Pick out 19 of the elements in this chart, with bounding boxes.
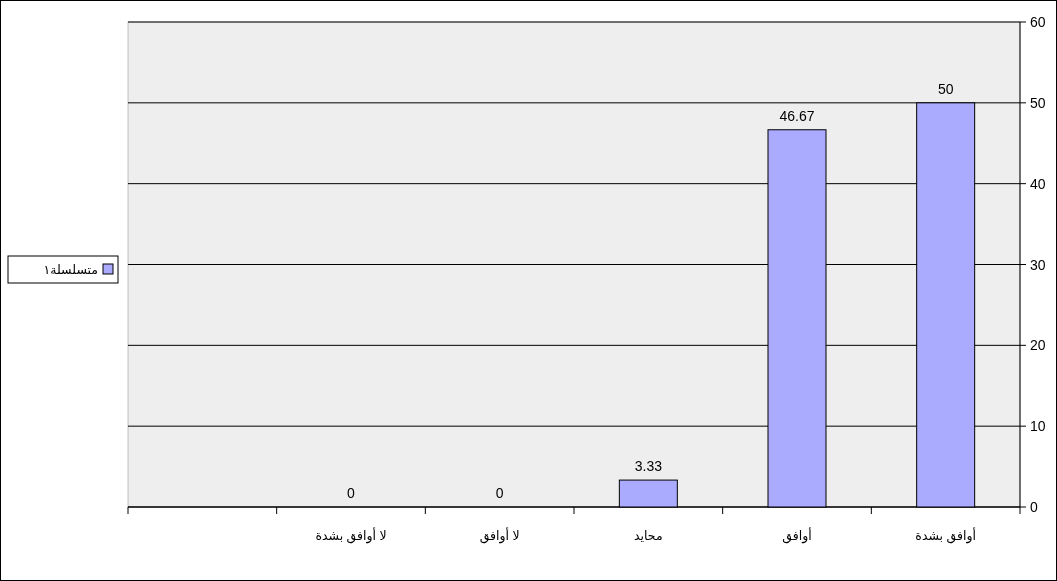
x-tick-label: لا أوافق بشدة (315, 527, 387, 544)
y-tick-label: 20 (1030, 337, 1046, 354)
data-label: 50 (937, 80, 954, 97)
x-tick-label: لا أوافق (479, 527, 520, 544)
y-tick-label: 30 (1030, 256, 1046, 273)
y-tick-label: 10 (1030, 418, 1046, 435)
x-tick-label: محايد (634, 529, 663, 543)
data-label: 3.33 (634, 458, 663, 475)
data-label: 0 (347, 485, 356, 501)
data-label: 46.67 (779, 107, 815, 124)
y-tick-label: 0 (1030, 499, 1038, 515)
legend: متسلسلة١ (7, 255, 119, 284)
x-tick-label: أوافق بشدة (915, 527, 976, 544)
y-tick-label: 60 (1030, 14, 1046, 30)
legend-label: متسلسلة١ (43, 263, 98, 277)
x-tick-label: أوافق (782, 527, 812, 544)
y-tick-label: 50 (1030, 94, 1046, 111)
y-tick-label: 40 (1030, 175, 1046, 192)
data-label: 0 (495, 485, 504, 501)
